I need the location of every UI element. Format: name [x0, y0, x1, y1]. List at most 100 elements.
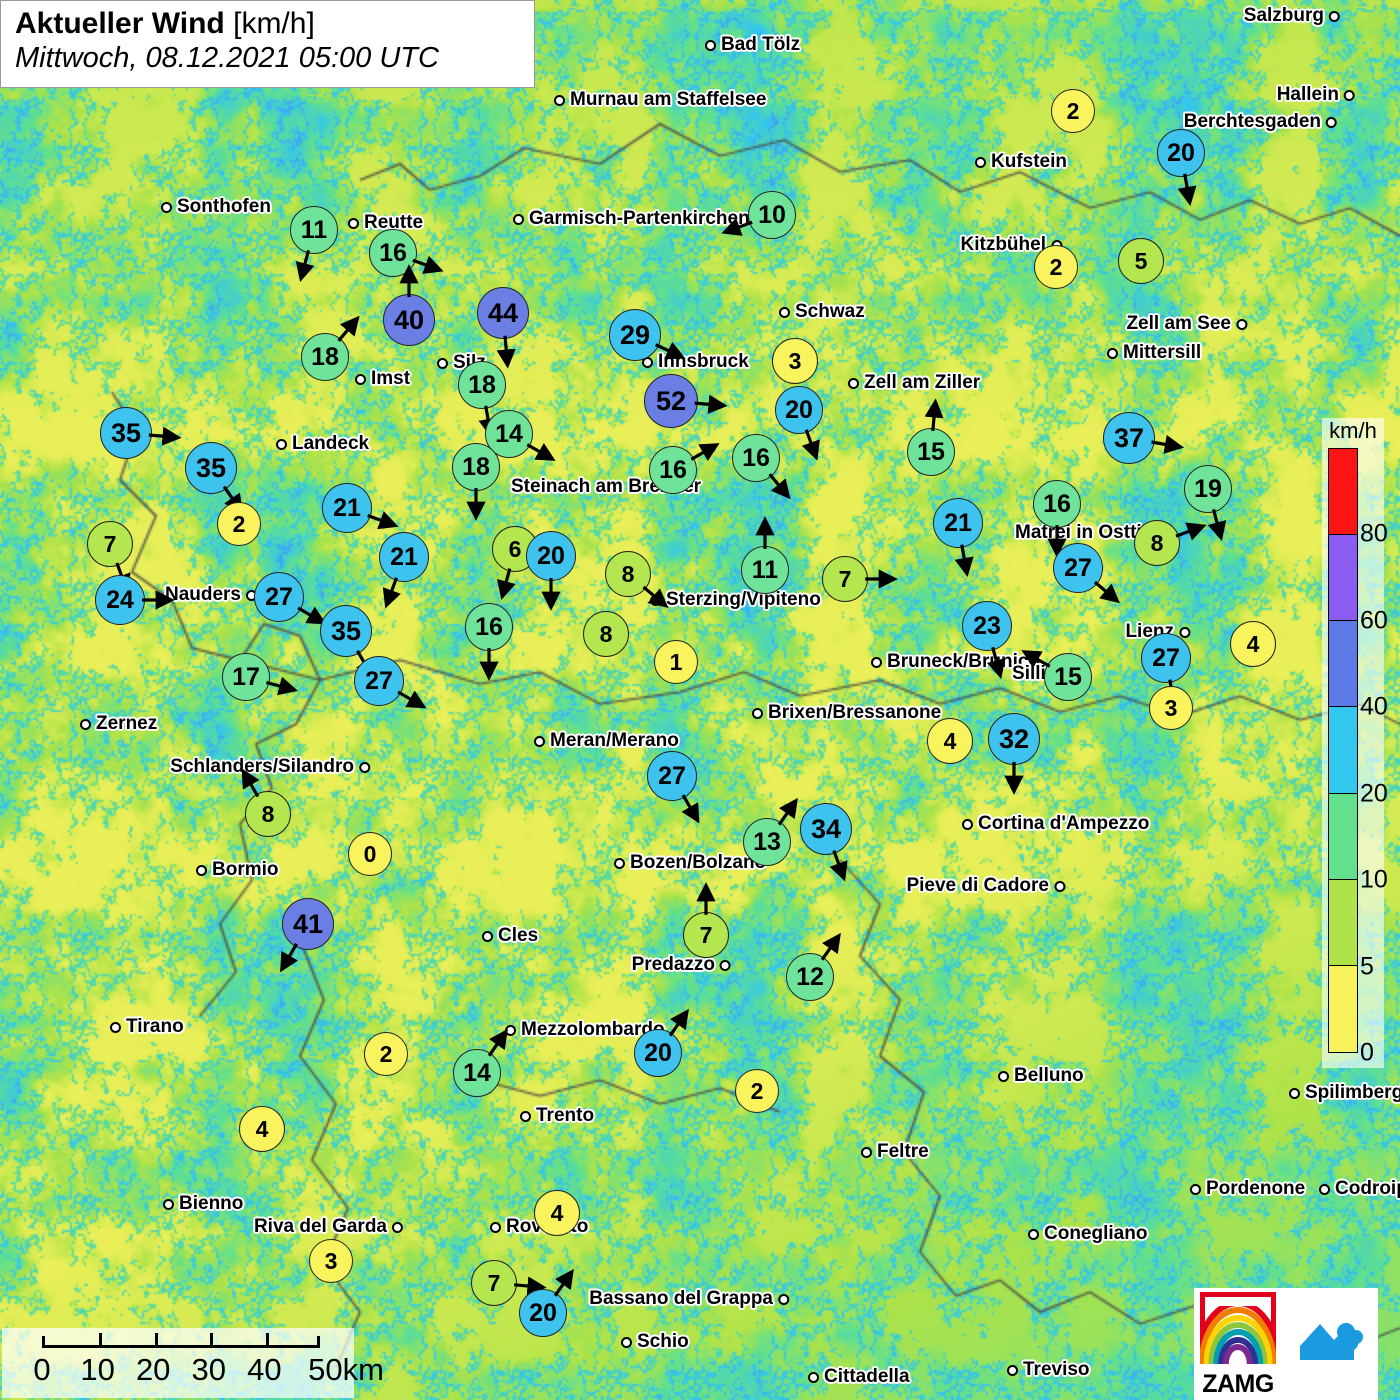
wind-speed-bubble[interactable]: 10 [748, 191, 796, 239]
wind-speed-bubble[interactable]: 4 [1230, 621, 1276, 667]
wind-speed-bubble[interactable]: 8 [245, 791, 291, 837]
city-marker: Tirano [110, 1016, 184, 1038]
city-marker: Bienno [163, 1193, 243, 1215]
wind-speed-bubble[interactable]: 52 [644, 374, 698, 428]
wind-speed-bubble[interactable]: 7 [471, 1260, 517, 1306]
city-label: Predazzo [631, 954, 715, 975]
city-marker: Zell am Ziller [848, 372, 980, 394]
wind-speed-bubble[interactable]: 20 [775, 386, 823, 434]
wind-speed-bubble[interactable]: 40 [383, 294, 435, 346]
wind-speed-bubble[interactable]: 21 [322, 483, 372, 533]
wind-speed-bubble[interactable]: 4 [239, 1106, 285, 1152]
city-marker: Zernez [80, 713, 157, 735]
wind-speed-bubble[interactable]: 16 [1033, 480, 1081, 528]
wind-speed-bubble[interactable]: 35 [185, 442, 237, 494]
wind-speed-bubble[interactable]: 2 [217, 502, 261, 546]
wind-speed-bubble[interactable]: 14 [453, 1049, 501, 1097]
wind-speed-bubble[interactable]: 16 [649, 446, 697, 494]
wind-speed-bubble[interactable]: 18 [458, 361, 506, 409]
wind-speed-bubble[interactable]: 32 [988, 713, 1040, 765]
wind-speed-bubble[interactable]: 23 [962, 601, 1012, 651]
wind-speed-bubble[interactable]: 5 [1118, 238, 1164, 284]
wind-speed-bubble[interactable]: 0 [348, 832, 392, 876]
wind-speed-bubble[interactable]: 44 [477, 287, 529, 339]
wind-speed-bubble[interactable]: 20 [634, 1029, 682, 1077]
wind-speed-bubble[interactable]: 15 [907, 428, 955, 476]
wind-speed-bubble[interactable]: 18 [452, 443, 500, 491]
zamg-rainbow-icon [1200, 1306, 1276, 1364]
wind-speed-bubble[interactable]: 21 [379, 532, 429, 582]
city-dot-icon [355, 373, 366, 385]
page-title: Aktueller Wind [km/h] [15, 7, 524, 41]
city-dot-icon [1179, 626, 1190, 638]
wind-speed-bubble[interactable]: 27 [1053, 543, 1103, 593]
wind-speed-bubble[interactable]: 12 [786, 953, 834, 1001]
wind-speed-bubble[interactable]: 16 [465, 603, 513, 651]
wind-speed-bubble[interactable]: 18 [301, 333, 349, 381]
wind-speed-bubble[interactable]: 11 [741, 546, 789, 594]
wind-speed-bubble[interactable]: 7 [87, 521, 133, 567]
wind-speed-bubble[interactable]: 20 [1157, 129, 1205, 177]
wind-speed-bubble[interactable]: 21 [933, 498, 983, 548]
wind-speed-bubble[interactable]: 4 [534, 1190, 580, 1236]
wind-speed-bubble[interactable]: 7 [683, 912, 729, 958]
city-label: Salzburg [1243, 5, 1324, 26]
legend-color-segment [1329, 621, 1357, 708]
wind-speed-bubble[interactable]: 19 [1184, 465, 1232, 513]
wind-speed-bubble[interactable]: 1 [654, 640, 698, 684]
wind-speed-bubble[interactable]: 35 [100, 407, 152, 459]
wind-speed-bubble[interactable]: 8 [1134, 520, 1180, 566]
wind-speed-bubble[interactable]: 7 [822, 556, 868, 602]
city-marker: Pordenone [1190, 1178, 1305, 1200]
city-label: Zell am See [1126, 313, 1231, 334]
wind-speed-bubble[interactable]: 35 [320, 605, 372, 657]
wind-speed-bubble[interactable]: 27 [354, 656, 404, 706]
city-label: Belluno [1014, 1065, 1084, 1086]
wind-speed-legend: km/h 80 60 40 20 10 5 0 [1322, 418, 1388, 1068]
wind-speed-bubble[interactable]: 2 [1034, 245, 1078, 289]
wind-speed-bubble[interactable]: 27 [1141, 633, 1191, 683]
wind-speed-bubble[interactable]: 2 [735, 1069, 779, 1113]
city-marker: Schwaz [779, 301, 865, 323]
city-marker: Berchtesgaden [1184, 111, 1337, 133]
city-dot-icon [752, 707, 763, 719]
city-dot-icon [1329, 10, 1340, 22]
city-label: Murnau am Staffelsee [570, 89, 767, 110]
wind-speed-bubble[interactable]: 15 [1044, 653, 1092, 701]
wind-speed-bubble[interactable]: 3 [1149, 686, 1193, 730]
legend-tick-label: 20 [1360, 779, 1388, 808]
scale-tick [210, 1333, 214, 1345]
wind-speed-bubble[interactable]: 3 [772, 338, 818, 384]
legend-tick-label: 5 [1360, 952, 1374, 981]
wind-speed-bubble[interactable]: 41 [282, 898, 334, 950]
city-marker: Sonthofen [161, 196, 271, 218]
scale-tick [99, 1333, 103, 1345]
wind-speed-bubble[interactable]: 17 [222, 653, 270, 701]
wind-speed-bubble[interactable]: 20 [526, 531, 576, 581]
wind-speed-bubble[interactable]: 11 [290, 206, 338, 254]
wind-speed-bubble[interactable]: 8 [583, 611, 629, 657]
wind-speed-bubble[interactable]: 37 [1103, 412, 1155, 464]
wind-speed-bubble[interactable]: 27 [254, 572, 304, 622]
legend-color-segment [1329, 793, 1357, 880]
wind-speed-bubble[interactable]: 8 [605, 551, 651, 597]
wind-speed-bubble[interactable]: 3 [309, 1239, 353, 1283]
wind-speed-bubble[interactable]: 29 [609, 309, 661, 361]
wind-speed-bubble[interactable]: 4 [927, 718, 973, 764]
city-dot-icon [554, 94, 565, 106]
wind-speed-bubble[interactable]: 27 [647, 751, 697, 801]
city-marker: Feltre [861, 1141, 929, 1163]
city-marker: Brixen/Bressanone [752, 702, 941, 724]
rainbow-arc [1218, 1336, 1258, 1364]
wind-speed-bubble[interactable]: 2 [1051, 89, 1095, 133]
wind-speed-bubble[interactable]: 13 [743, 818, 791, 866]
wind-speed-bubble[interactable]: 2 [364, 1032, 408, 1076]
wind-speed-bubble[interactable]: 16 [369, 229, 417, 277]
wind-speed-bubble[interactable]: 16 [732, 434, 780, 482]
wind-speed-bubble[interactable]: 34 [800, 803, 852, 855]
wind-speed-bubble[interactable]: 24 [95, 575, 145, 625]
city-marker: Innsbruck [642, 351, 749, 373]
wind-speed-bubble[interactable]: 20 [519, 1289, 567, 1337]
scale-label: 50km [308, 1352, 384, 1387]
